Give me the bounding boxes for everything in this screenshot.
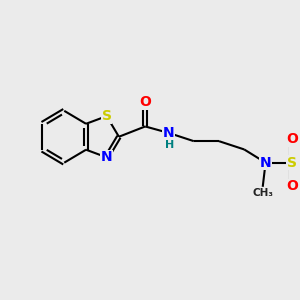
Text: CH₃: CH₃	[252, 188, 273, 198]
Text: O: O	[286, 132, 298, 146]
Text: H: H	[165, 140, 174, 150]
Text: S: S	[102, 109, 112, 123]
Text: O: O	[286, 179, 298, 193]
Text: N: N	[260, 156, 272, 170]
Text: N: N	[101, 150, 112, 164]
Text: S: S	[287, 156, 297, 170]
Text: N: N	[163, 126, 175, 140]
Text: O: O	[139, 95, 151, 109]
